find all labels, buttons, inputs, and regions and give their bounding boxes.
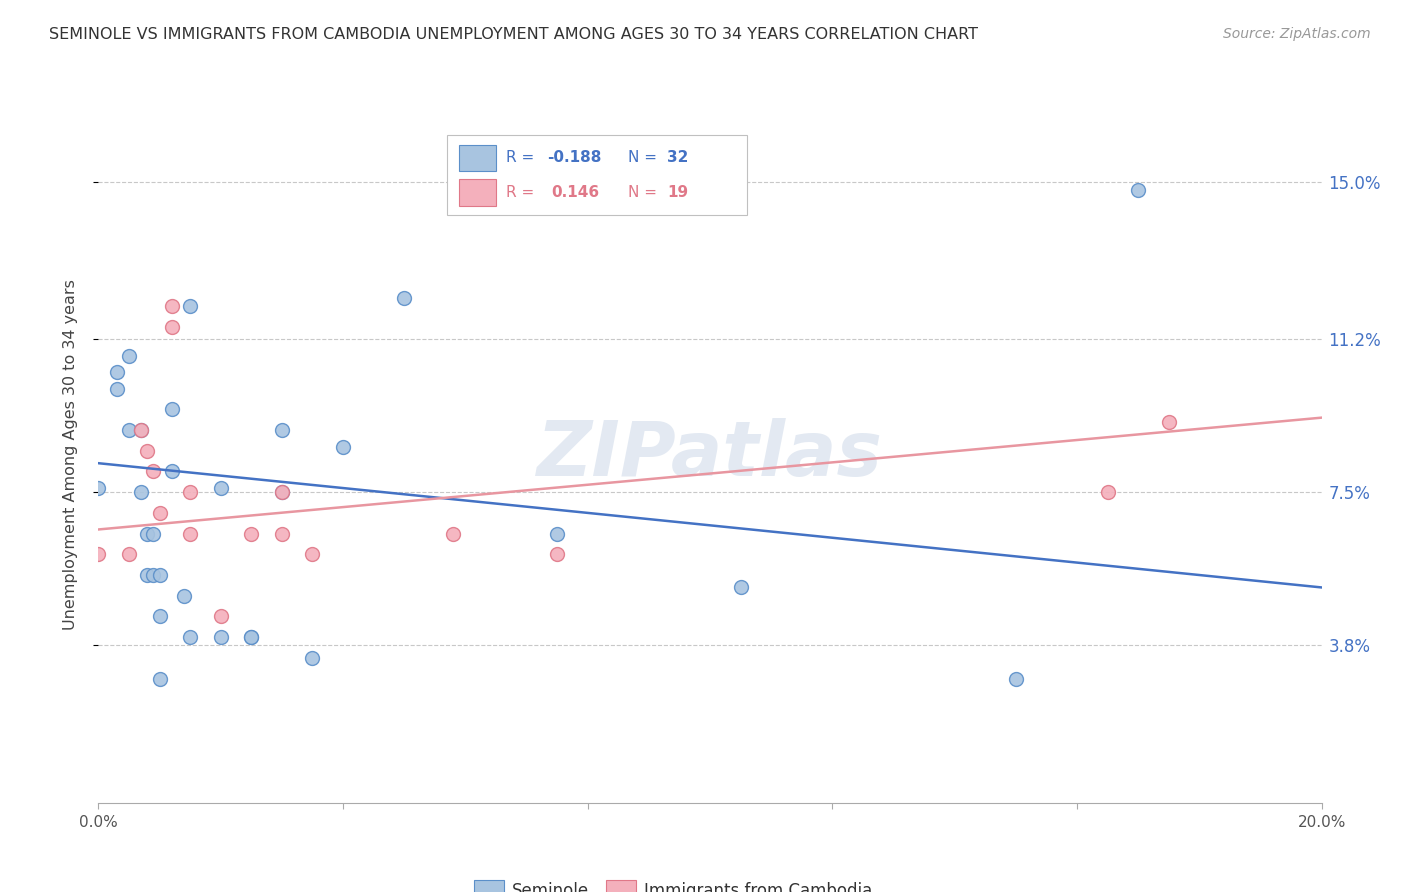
Point xyxy=(240,526,263,541)
Point xyxy=(149,609,172,624)
Point xyxy=(546,547,568,561)
Point xyxy=(730,581,752,595)
Point xyxy=(142,526,165,541)
Point xyxy=(1128,183,1150,197)
Point xyxy=(160,319,183,334)
Point xyxy=(149,568,172,582)
Point xyxy=(87,547,110,561)
Point xyxy=(129,485,152,500)
Point xyxy=(118,349,141,363)
FancyBboxPatch shape xyxy=(460,179,496,206)
Point xyxy=(1157,415,1180,429)
Point xyxy=(149,506,172,520)
Text: 32: 32 xyxy=(668,151,689,165)
Text: N =: N = xyxy=(628,151,662,165)
FancyBboxPatch shape xyxy=(447,135,747,215)
Text: -0.188: -0.188 xyxy=(547,151,602,165)
Point xyxy=(270,485,292,500)
Point xyxy=(301,547,323,561)
Point xyxy=(240,630,263,644)
Point xyxy=(240,630,263,644)
Point xyxy=(1004,672,1026,686)
Point xyxy=(136,526,159,541)
Point xyxy=(87,481,110,495)
Point xyxy=(270,423,292,437)
Point xyxy=(105,365,128,379)
Point xyxy=(129,423,152,437)
Text: ZIPatlas: ZIPatlas xyxy=(537,418,883,491)
Point xyxy=(209,481,232,495)
Y-axis label: Unemployment Among Ages 30 to 34 years: Unemployment Among Ages 30 to 34 years xyxy=(63,279,77,631)
Point xyxy=(441,526,464,541)
Text: 19: 19 xyxy=(668,186,689,200)
Text: SEMINOLE VS IMMIGRANTS FROM CAMBODIA UNEMPLOYMENT AMONG AGES 30 TO 34 YEARS CORR: SEMINOLE VS IMMIGRANTS FROM CAMBODIA UNE… xyxy=(49,27,979,42)
Text: R =: R = xyxy=(506,186,538,200)
Point xyxy=(270,526,292,541)
Point xyxy=(142,568,165,582)
Point xyxy=(209,630,232,644)
Point xyxy=(270,485,292,500)
Point xyxy=(179,299,201,313)
Point xyxy=(105,382,128,396)
Point xyxy=(142,465,165,479)
Point xyxy=(179,485,201,500)
Legend: Seminole, Immigrants from Cambodia: Seminole, Immigrants from Cambodia xyxy=(467,874,879,892)
Point xyxy=(173,589,195,603)
Point xyxy=(179,526,201,541)
Point xyxy=(1097,485,1119,500)
Point xyxy=(136,443,159,458)
Text: N =: N = xyxy=(628,186,662,200)
Point xyxy=(209,609,232,624)
Point xyxy=(392,291,416,305)
Point xyxy=(179,630,201,644)
Point xyxy=(149,672,172,686)
Point xyxy=(129,423,152,437)
Point xyxy=(546,526,568,541)
Text: Source: ZipAtlas.com: Source: ZipAtlas.com xyxy=(1223,27,1371,41)
Point xyxy=(160,402,183,417)
Text: R =: R = xyxy=(506,151,538,165)
Point xyxy=(332,440,354,454)
FancyBboxPatch shape xyxy=(460,145,496,171)
Point xyxy=(160,465,183,479)
Point xyxy=(118,423,141,437)
Point xyxy=(136,568,159,582)
Point xyxy=(160,299,183,313)
Text: 0.146: 0.146 xyxy=(551,186,599,200)
Point xyxy=(301,651,323,665)
Point xyxy=(118,547,141,561)
